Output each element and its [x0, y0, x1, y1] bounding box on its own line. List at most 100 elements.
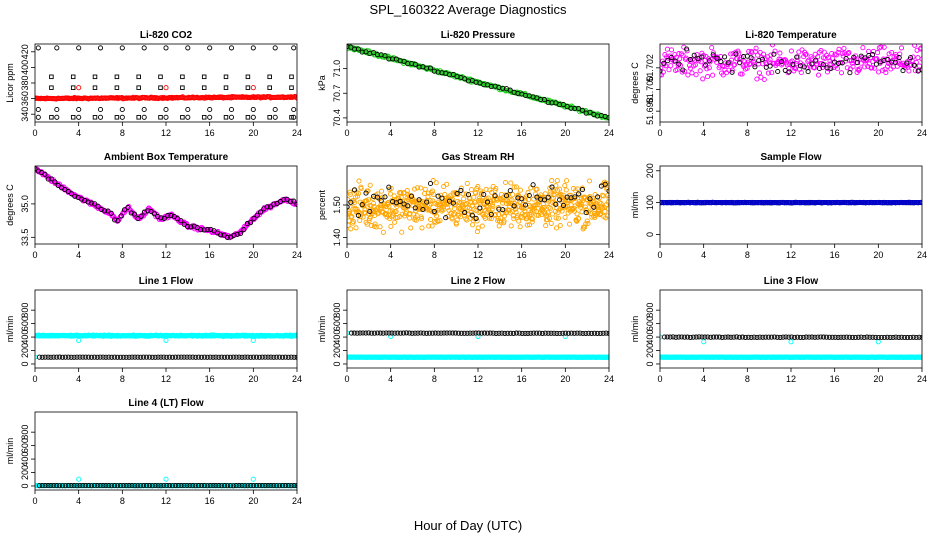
- data-point: [425, 190, 431, 196]
- data-point: [701, 339, 707, 345]
- data-point: [580, 330, 586, 337]
- data-point: [161, 354, 167, 360]
- x-tick-label: 8: [120, 496, 125, 506]
- data-point: [114, 74, 120, 80]
- data-point: [443, 215, 449, 221]
- plot-frame: [34, 411, 298, 491]
- data-point: [356, 178, 362, 184]
- data-point: [117, 483, 123, 489]
- data-point: [551, 330, 557, 336]
- data-point: [427, 65, 434, 71]
- data-point: [165, 213, 171, 219]
- data-point: [912, 68, 918, 74]
- data-point: [744, 65, 750, 71]
- data-point: [557, 197, 563, 203]
- data-point: [500, 207, 506, 213]
- data-point: [411, 186, 418, 192]
- data-point: [841, 45, 847, 51]
- data-point: [847, 70, 853, 76]
- data-point: [665, 58, 671, 64]
- data-point: [358, 185, 364, 192]
- data-point: [771, 51, 777, 57]
- data-point: [469, 199, 475, 206]
- data-point: [210, 354, 216, 360]
- x-tick-label: 8: [432, 128, 437, 138]
- data-point: [510, 192, 516, 198]
- data-point: [660, 69, 666, 75]
- data-point: [366, 215, 373, 222]
- data-point: [216, 354, 222, 360]
- data-point: [462, 76, 468, 82]
- y-tick-label: 200: [645, 163, 655, 178]
- data-point: [602, 208, 608, 214]
- data-point: [918, 45, 922, 51]
- data-point: [429, 330, 435, 336]
- data-point: [412, 61, 418, 67]
- data-point: [481, 330, 488, 336]
- data-point: [550, 195, 557, 201]
- data-point: [431, 208, 437, 214]
- y-tick-label: 0: [20, 483, 30, 488]
- data-point: [126, 354, 132, 360]
- data-point: [382, 194, 388, 200]
- data-point: [408, 225, 414, 231]
- panel-title: Li-820 Temperature: [745, 30, 837, 41]
- y-tick-label: 400: [20, 330, 30, 345]
- data-point: [172, 354, 178, 360]
- data-point: [233, 483, 239, 489]
- data-point: [514, 213, 521, 219]
- data-point: [149, 483, 155, 489]
- data-point: [805, 69, 811, 75]
- data-point: [141, 45, 147, 51]
- data-point: [213, 483, 219, 489]
- data-point: [591, 204, 597, 210]
- data-point: [709, 45, 715, 51]
- data-point: [710, 52, 716, 58]
- data-point: [771, 334, 777, 340]
- data-point: [366, 330, 372, 336]
- y-tick-label: 200: [20, 343, 30, 358]
- data-point: [594, 330, 600, 336]
- data-point: [777, 334, 783, 340]
- data-point: [534, 194, 540, 200]
- figure-title: SPL_160322 Average Diagnostics: [369, 2, 567, 17]
- data-point: [201, 354, 207, 360]
- data-point: [348, 199, 354, 205]
- data-point: [829, 50, 835, 57]
- data-point: [149, 354, 155, 360]
- data-point: [492, 193, 498, 199]
- y-axis-label: ml/min: [630, 316, 640, 343]
- data-point: [274, 483, 280, 489]
- data-point: [94, 354, 100, 360]
- y-tick-label: 0: [645, 232, 655, 237]
- data-point: [493, 330, 499, 336]
- x-tick-label: 20: [560, 128, 570, 138]
- data-point: [462, 210, 468, 216]
- data-point: [77, 354, 83, 360]
- data-point: [902, 334, 908, 341]
- data-point: [367, 208, 373, 215]
- data-point: [76, 114, 82, 120]
- x-tick-label: 12: [786, 250, 796, 260]
- data-point: [529, 219, 535, 225]
- data-point: [80, 354, 86, 360]
- data-point: [402, 213, 408, 219]
- data-point: [458, 187, 464, 193]
- data-point: [250, 337, 256, 343]
- data-point: [745, 334, 751, 340]
- data-point: [274, 354, 280, 360]
- data-point: [348, 226, 354, 232]
- data-point: [45, 354, 51, 360]
- data-point: [135, 483, 141, 489]
- data-point: [54, 45, 60, 51]
- data-points: [35, 476, 297, 489]
- data-point: [475, 184, 481, 190]
- data-point: [404, 188, 410, 194]
- data-point: [143, 483, 150, 489]
- data-point: [35, 45, 41, 51]
- data-point: [92, 201, 98, 207]
- data-point: [919, 354, 922, 360]
- data-point: [706, 65, 712, 71]
- data-point: [100, 354, 106, 360]
- data-point: [510, 330, 517, 336]
